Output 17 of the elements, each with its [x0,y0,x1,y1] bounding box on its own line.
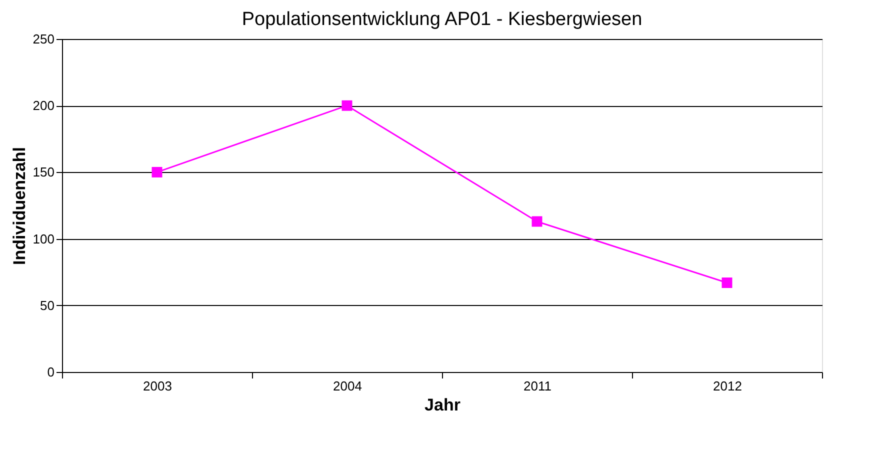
y-tick-label: 0 [47,364,54,380]
y-tick-label: 250 [32,32,54,46]
y-tick-label: 50 [40,298,54,313]
x-tick-label: 2003 [143,378,172,394]
x-tick-label: 2011 [524,378,552,394]
y-tick-label: 100 [32,231,54,246]
x-tick-label: 2004 [333,378,362,394]
point [532,216,542,227]
point [342,100,352,111]
x-tick-label: 2012 [713,378,742,394]
chart-title: Populationsentwicklung AP01 - Kiesbergwiesen [242,9,642,30]
x-axis-title: Jahr [424,396,461,414]
y-axis-title: Individuenzahl [10,146,29,266]
point [722,278,732,288]
y-tick-label: 200 [32,98,54,114]
y-tick-label: 150 [32,164,54,180]
point [152,166,162,178]
